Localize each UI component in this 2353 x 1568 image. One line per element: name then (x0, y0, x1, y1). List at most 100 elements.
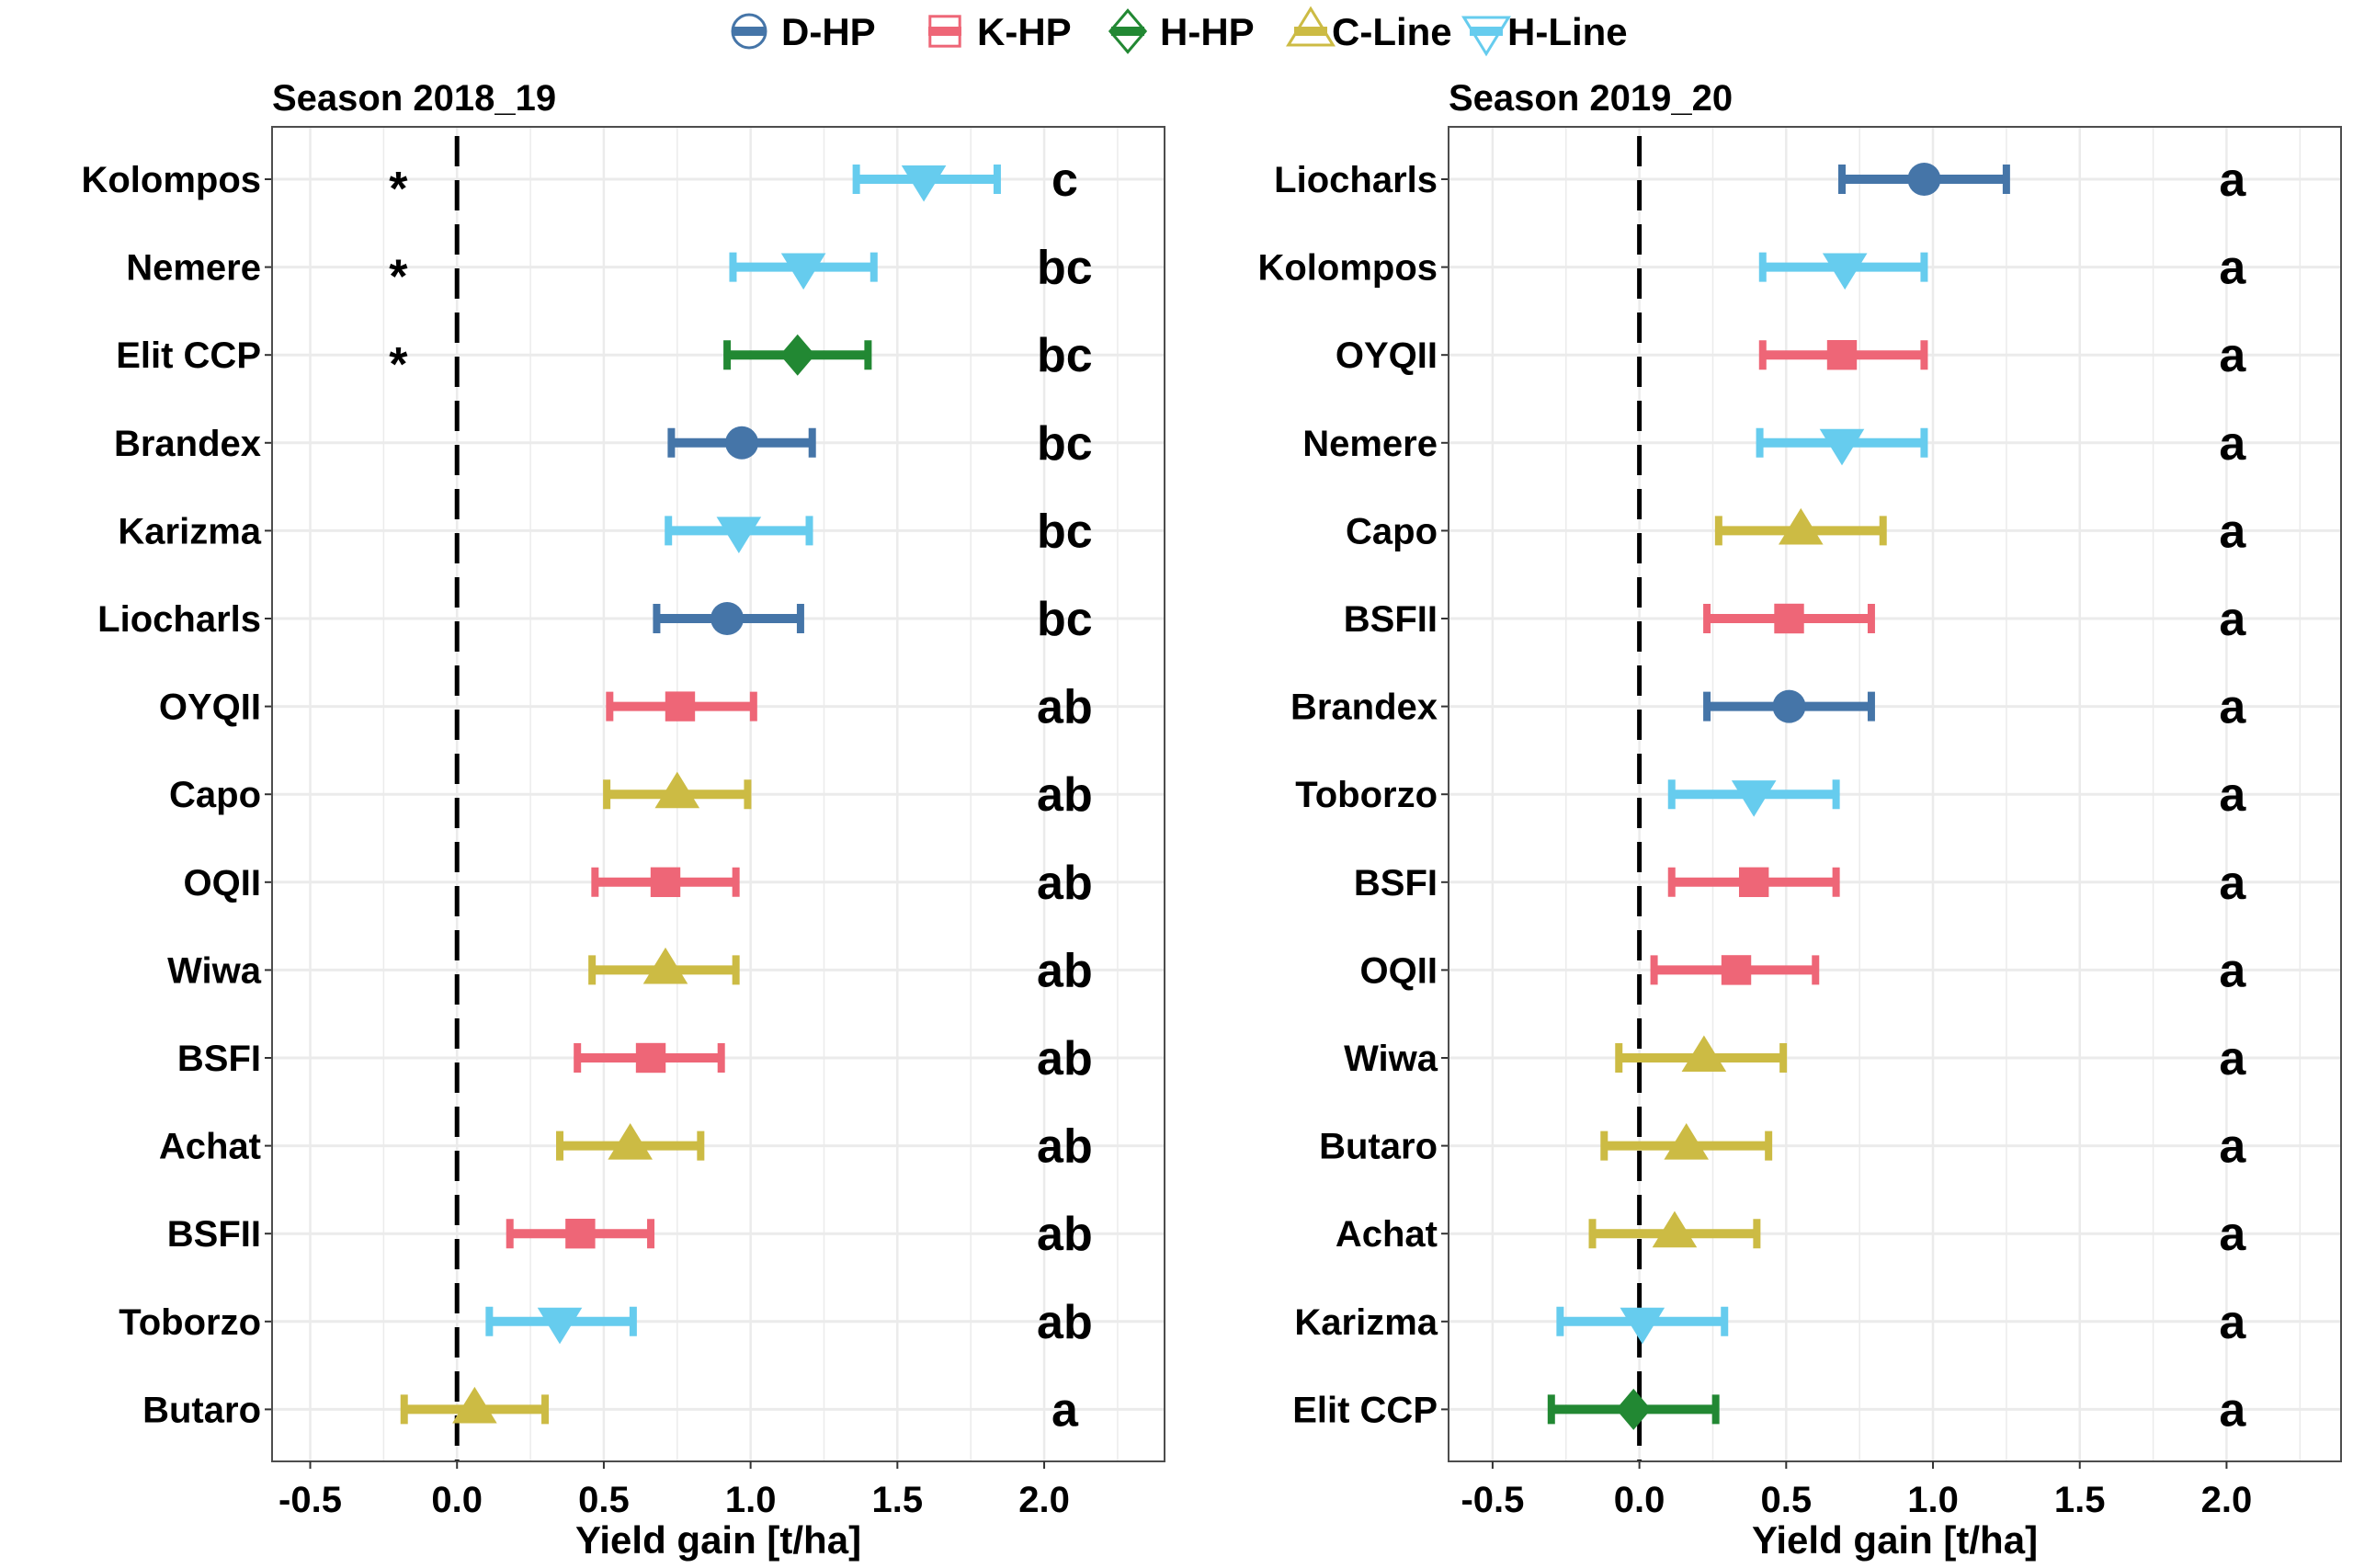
x-tick-label: 0.0 (431, 1480, 483, 1520)
x-tick-label: -0.5 (278, 1480, 342, 1520)
y-tick-label: Capo (169, 775, 261, 815)
y-tick-label: OQII (1360, 950, 1438, 991)
y-tick-label: BSFI (1354, 863, 1438, 903)
y-tick-label: Wiwa (167, 950, 262, 991)
point-triangle-down (901, 165, 947, 202)
point-triangle-down (537, 1307, 583, 1345)
data-row: Kolompos c * (81, 153, 1077, 216)
point-triangle-up (608, 1123, 653, 1160)
x-tick-label: 1.5 (2054, 1480, 2106, 1520)
significance-letter: ab (1037, 944, 1093, 997)
panel-border (1448, 126, 2342, 1462)
data-row: Karizma bc (118, 505, 1092, 558)
data-row: Karizma a (1294, 1296, 2246, 1349)
significance-letter: ab (1037, 1208, 1093, 1261)
point-circle (1907, 163, 1941, 196)
significance-letter: ab (1037, 1032, 1093, 1085)
data-row: Capo ab (169, 768, 1093, 822)
significance-letter: a (2219, 1296, 2246, 1349)
significance-letter: a (2219, 944, 2246, 997)
significance-letter: a (2219, 242, 2246, 295)
legend-key-line-icon (1294, 27, 1327, 36)
data-row: Nemere bc * (126, 242, 1093, 304)
significance-letter: a (2219, 505, 2246, 558)
significance-letter: a (2219, 329, 2246, 382)
data-row: Elit CCP bc * (116, 329, 1093, 392)
point-square (1738, 867, 1769, 897)
significance-letter: ab (1037, 857, 1093, 910)
point-triangle-up (1652, 1210, 1698, 1248)
legend-key-diamond-icon (1108, 8, 1148, 54)
significance-letter: ab (1037, 1296, 1093, 1349)
point-triangle-down (780, 253, 826, 290)
significance-letter: a (2219, 1208, 2246, 1261)
legend-label: C-Line (1332, 10, 1452, 53)
x-tick-label: 0.0 (1614, 1480, 1665, 1520)
significance-letter: a (2219, 593, 2246, 646)
y-tick-label: Karizma (118, 511, 261, 551)
y-tick-label: Butaro (142, 1390, 261, 1430)
data-row: Toborzo a (1295, 768, 2246, 822)
significance-letter: bc (1037, 417, 1093, 471)
point-triangle-up (452, 1386, 497, 1424)
significance-letter: a (2219, 1120, 2246, 1174)
legend-label: D-HP (781, 10, 876, 53)
legend-item-k-hp: K-HP (928, 10, 1072, 53)
significance-letter: a (2219, 681, 2246, 734)
y-tick-label: Nemere (126, 248, 261, 289)
panel-title: Season 2019_20 (1449, 78, 1733, 119)
point-triangle-up (654, 771, 700, 809)
significance-letter: c (1051, 153, 1078, 207)
y-tick-label: Karizma (1294, 1302, 1438, 1343)
y-tick-label: OYQII (159, 687, 261, 728)
data-row: Butaro a (1319, 1120, 2246, 1174)
panel-border (271, 126, 1165, 1462)
y-tick-label: Elit CCP (1292, 1390, 1438, 1430)
data-row: BSFI ab (177, 1032, 1093, 1085)
data-row: Nemere a (1302, 417, 2246, 471)
y-tick-label: Achat (159, 1127, 261, 1167)
x-tick-label: 0.5 (1761, 1480, 1813, 1520)
legend: D-HP K-HP H-HP C-Line H-Line (731, 6, 1628, 57)
x-tick-label: 1.5 (872, 1480, 924, 1520)
legend-item-c-line: C-Line (1286, 6, 1452, 53)
legend-key-line-icon (1111, 27, 1144, 36)
data-row: Wiwa a (1344, 1032, 2246, 1085)
data-row: Capo a (1346, 505, 2246, 558)
significance-letter: bc (1037, 505, 1093, 558)
y-tick-label: OYQII (1336, 335, 1438, 376)
data-row: BSFII a (1344, 593, 2247, 646)
point-square (650, 867, 681, 897)
data-row: Kolompos a (1257, 242, 2246, 295)
x-tick-label: 0.5 (578, 1480, 630, 1520)
point-triangle-down (1822, 253, 1868, 290)
legend-item-h-line: H-Line (1461, 10, 1628, 57)
point-square (635, 1042, 666, 1074)
point-square (1774, 603, 1804, 634)
point-triangle-up (1778, 507, 1824, 545)
significance-letter: bc (1037, 593, 1093, 646)
y-tick-label: OQII (184, 863, 261, 903)
significance-star: * (389, 163, 408, 216)
y-tick-label: Kolompos (1257, 248, 1438, 289)
data-row: Liocharls bc (97, 593, 1093, 646)
data-row: Brandex a (1290, 681, 2246, 734)
significance-letter: a (2219, 1383, 2246, 1437)
y-tick-label: Elit CCP (116, 335, 261, 376)
y-tick-label: Brandex (114, 424, 261, 464)
x-tick-label: 1.0 (1907, 1480, 1959, 1520)
legend-item-d-hp: D-HP (731, 10, 876, 53)
point-triangle-down (716, 517, 762, 553)
data-row: Wiwa ab (167, 944, 1093, 997)
point-triangle-up (642, 947, 688, 984)
data-row: Achat ab (159, 1120, 1093, 1174)
significance-letter: a (2219, 153, 2246, 207)
significance-letter: a (2219, 857, 2246, 910)
point-square (665, 691, 696, 722)
point-circle (725, 426, 759, 460)
point-circle (710, 602, 745, 635)
y-tick-label: Capo (1346, 511, 1438, 551)
data-row: Liocharls a (1274, 153, 2246, 207)
